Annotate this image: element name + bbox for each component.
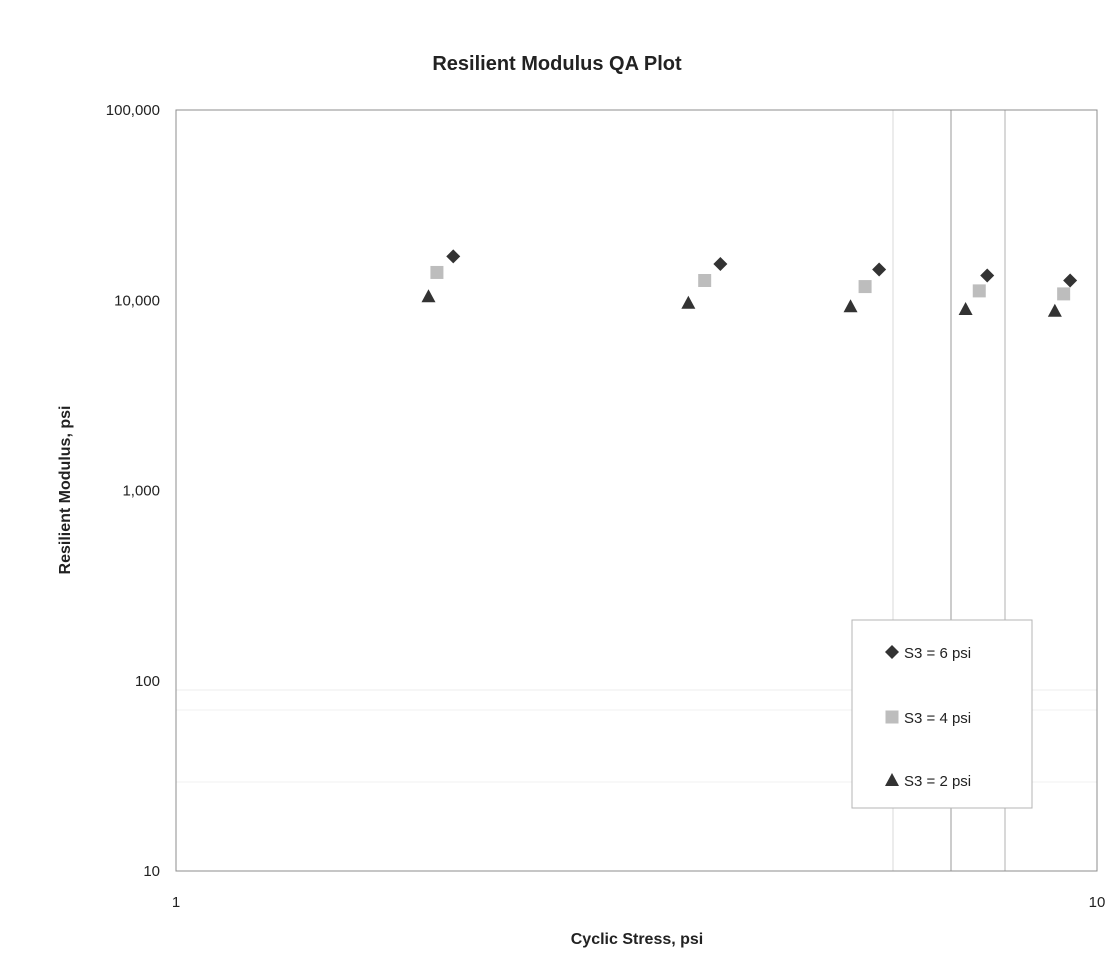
y-tick-label: 100,000: [106, 102, 160, 119]
x-axis-title: Cyclic Stress, psi: [571, 931, 704, 948]
y-tick-label: 10: [143, 863, 160, 880]
triangle-point: [958, 301, 973, 315]
triangle-point: [421, 289, 436, 303]
diamond-point: [872, 262, 887, 277]
triangle-point: [843, 299, 858, 313]
legend-label: S3 = 6 psi: [904, 645, 971, 662]
chart-title: Resilient Modulus QA Plot: [432, 53, 682, 75]
y-tick-label: 10,000: [114, 292, 160, 309]
x-axis-ticks: 1 10: [172, 894, 1106, 911]
square-point: [1057, 287, 1071, 301]
data-points: [421, 249, 1078, 317]
y-axis-title: Resilient Modulus, psi: [57, 406, 74, 575]
plot-area-frame: [175, 109, 1098, 872]
diamond-point: [1063, 273, 1078, 288]
legend-label: S3 = 2 psi: [904, 773, 971, 790]
square-point: [972, 284, 986, 298]
y-tick-label: 1,000: [122, 483, 160, 500]
square-point: [698, 274, 712, 288]
triangle-point: [1047, 303, 1062, 317]
diamond-point: [446, 249, 461, 264]
legend-triangle-icon: [885, 773, 899, 786]
x-tick-label: 10: [1089, 894, 1106, 911]
diamond-point: [980, 268, 995, 283]
triangle-point: [681, 295, 696, 309]
square-point: [430, 265, 444, 279]
legend: S3 = 6 psi S3 = 4 psi S3 = 2 psi: [851, 619, 1033, 809]
square-point: [858, 280, 872, 294]
legend-label: S3 = 4 psi: [904, 710, 971, 727]
legend-square-icon: [885, 710, 899, 724]
y-axis-ticks: 10 100 1,000 10,000 100,000: [106, 102, 160, 880]
y-tick-label: 100: [135, 673, 160, 690]
x-tick-label: 1: [172, 894, 180, 911]
diamond-point: [713, 257, 728, 272]
legend-box: [851, 619, 1033, 809]
legend-diamond-icon: [885, 645, 899, 659]
